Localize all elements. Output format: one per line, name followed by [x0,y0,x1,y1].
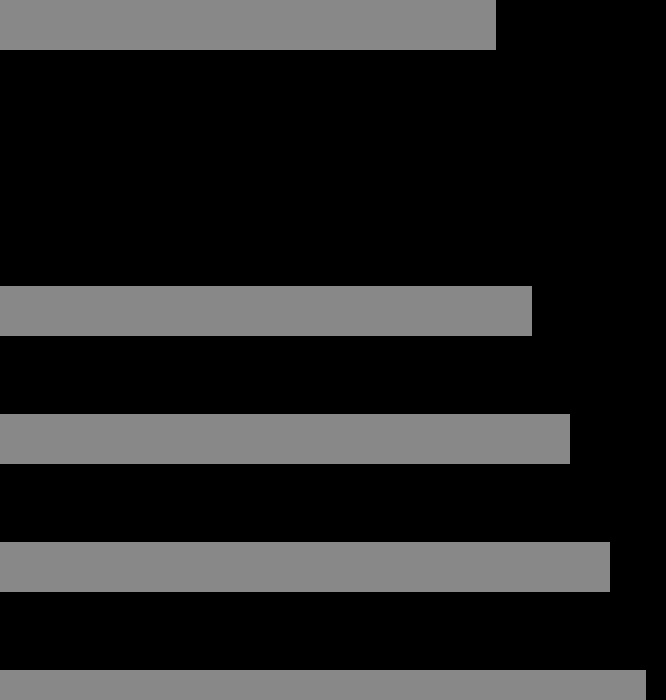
bar-2 [0,286,532,336]
bar-3 [0,414,570,464]
bar-1 [0,0,496,50]
bar-5 [0,670,646,700]
bar-4 [0,542,610,592]
horizontal-bar-chart [0,0,666,700]
